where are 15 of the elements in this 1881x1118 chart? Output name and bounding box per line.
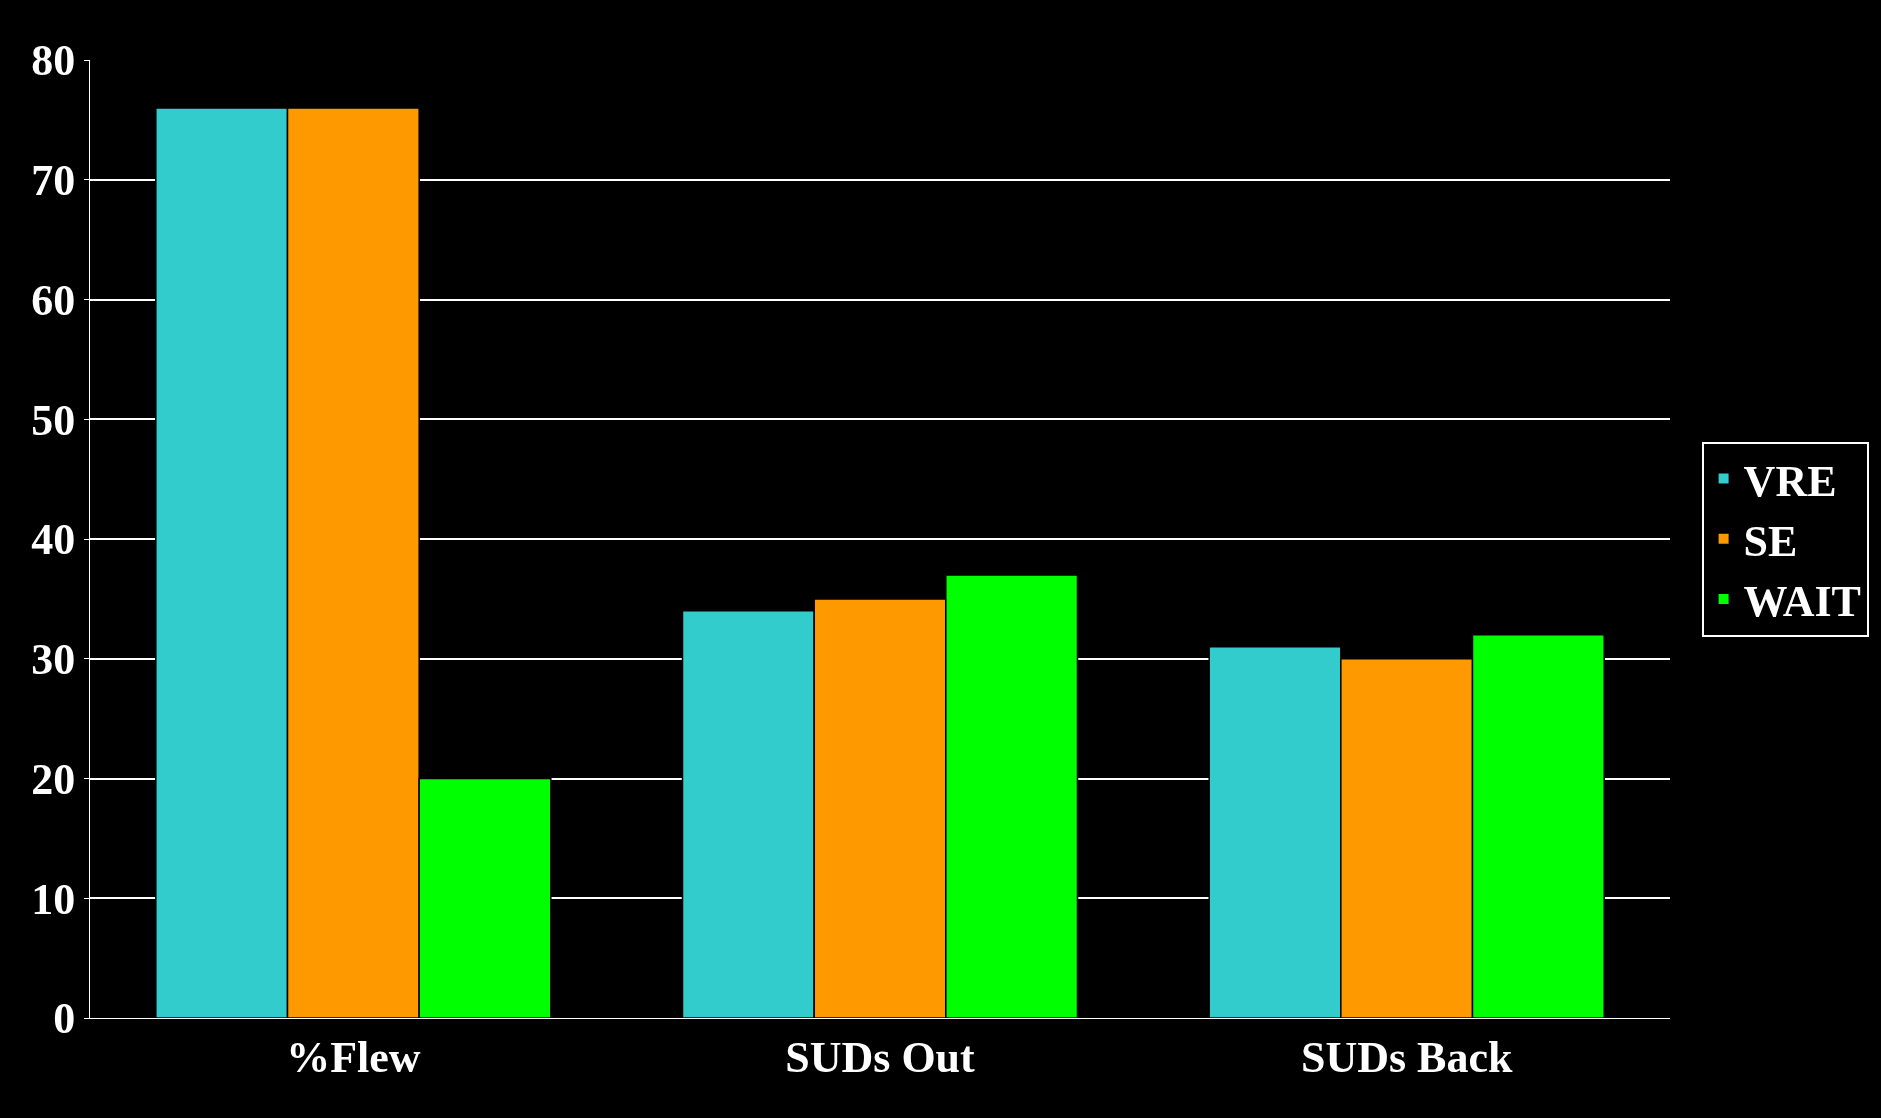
y-tick-label: 20 (31, 754, 76, 804)
y-tick-label: 60 (31, 275, 76, 325)
y-tick-label: 30 (31, 635, 76, 685)
y-tick-label: 10 (31, 874, 76, 924)
legend-label: WAIT (1743, 577, 1861, 627)
y-tick-label: 40 (31, 515, 76, 565)
x-tick-label: SUDs Out (785, 1032, 976, 1082)
legend-label: VRE (1743, 456, 1837, 506)
y-tick-label: 80 (31, 36, 76, 86)
x-tick-label: SUDs Back (1300, 1032, 1513, 1082)
legend-label: SE (1743, 516, 1798, 566)
x-tick-label: %Flew (286, 1032, 421, 1082)
y-tick-label: 70 (31, 156, 76, 206)
y-tick-label: 0 (53, 994, 76, 1044)
y-tick-label: 50 (31, 395, 76, 445)
